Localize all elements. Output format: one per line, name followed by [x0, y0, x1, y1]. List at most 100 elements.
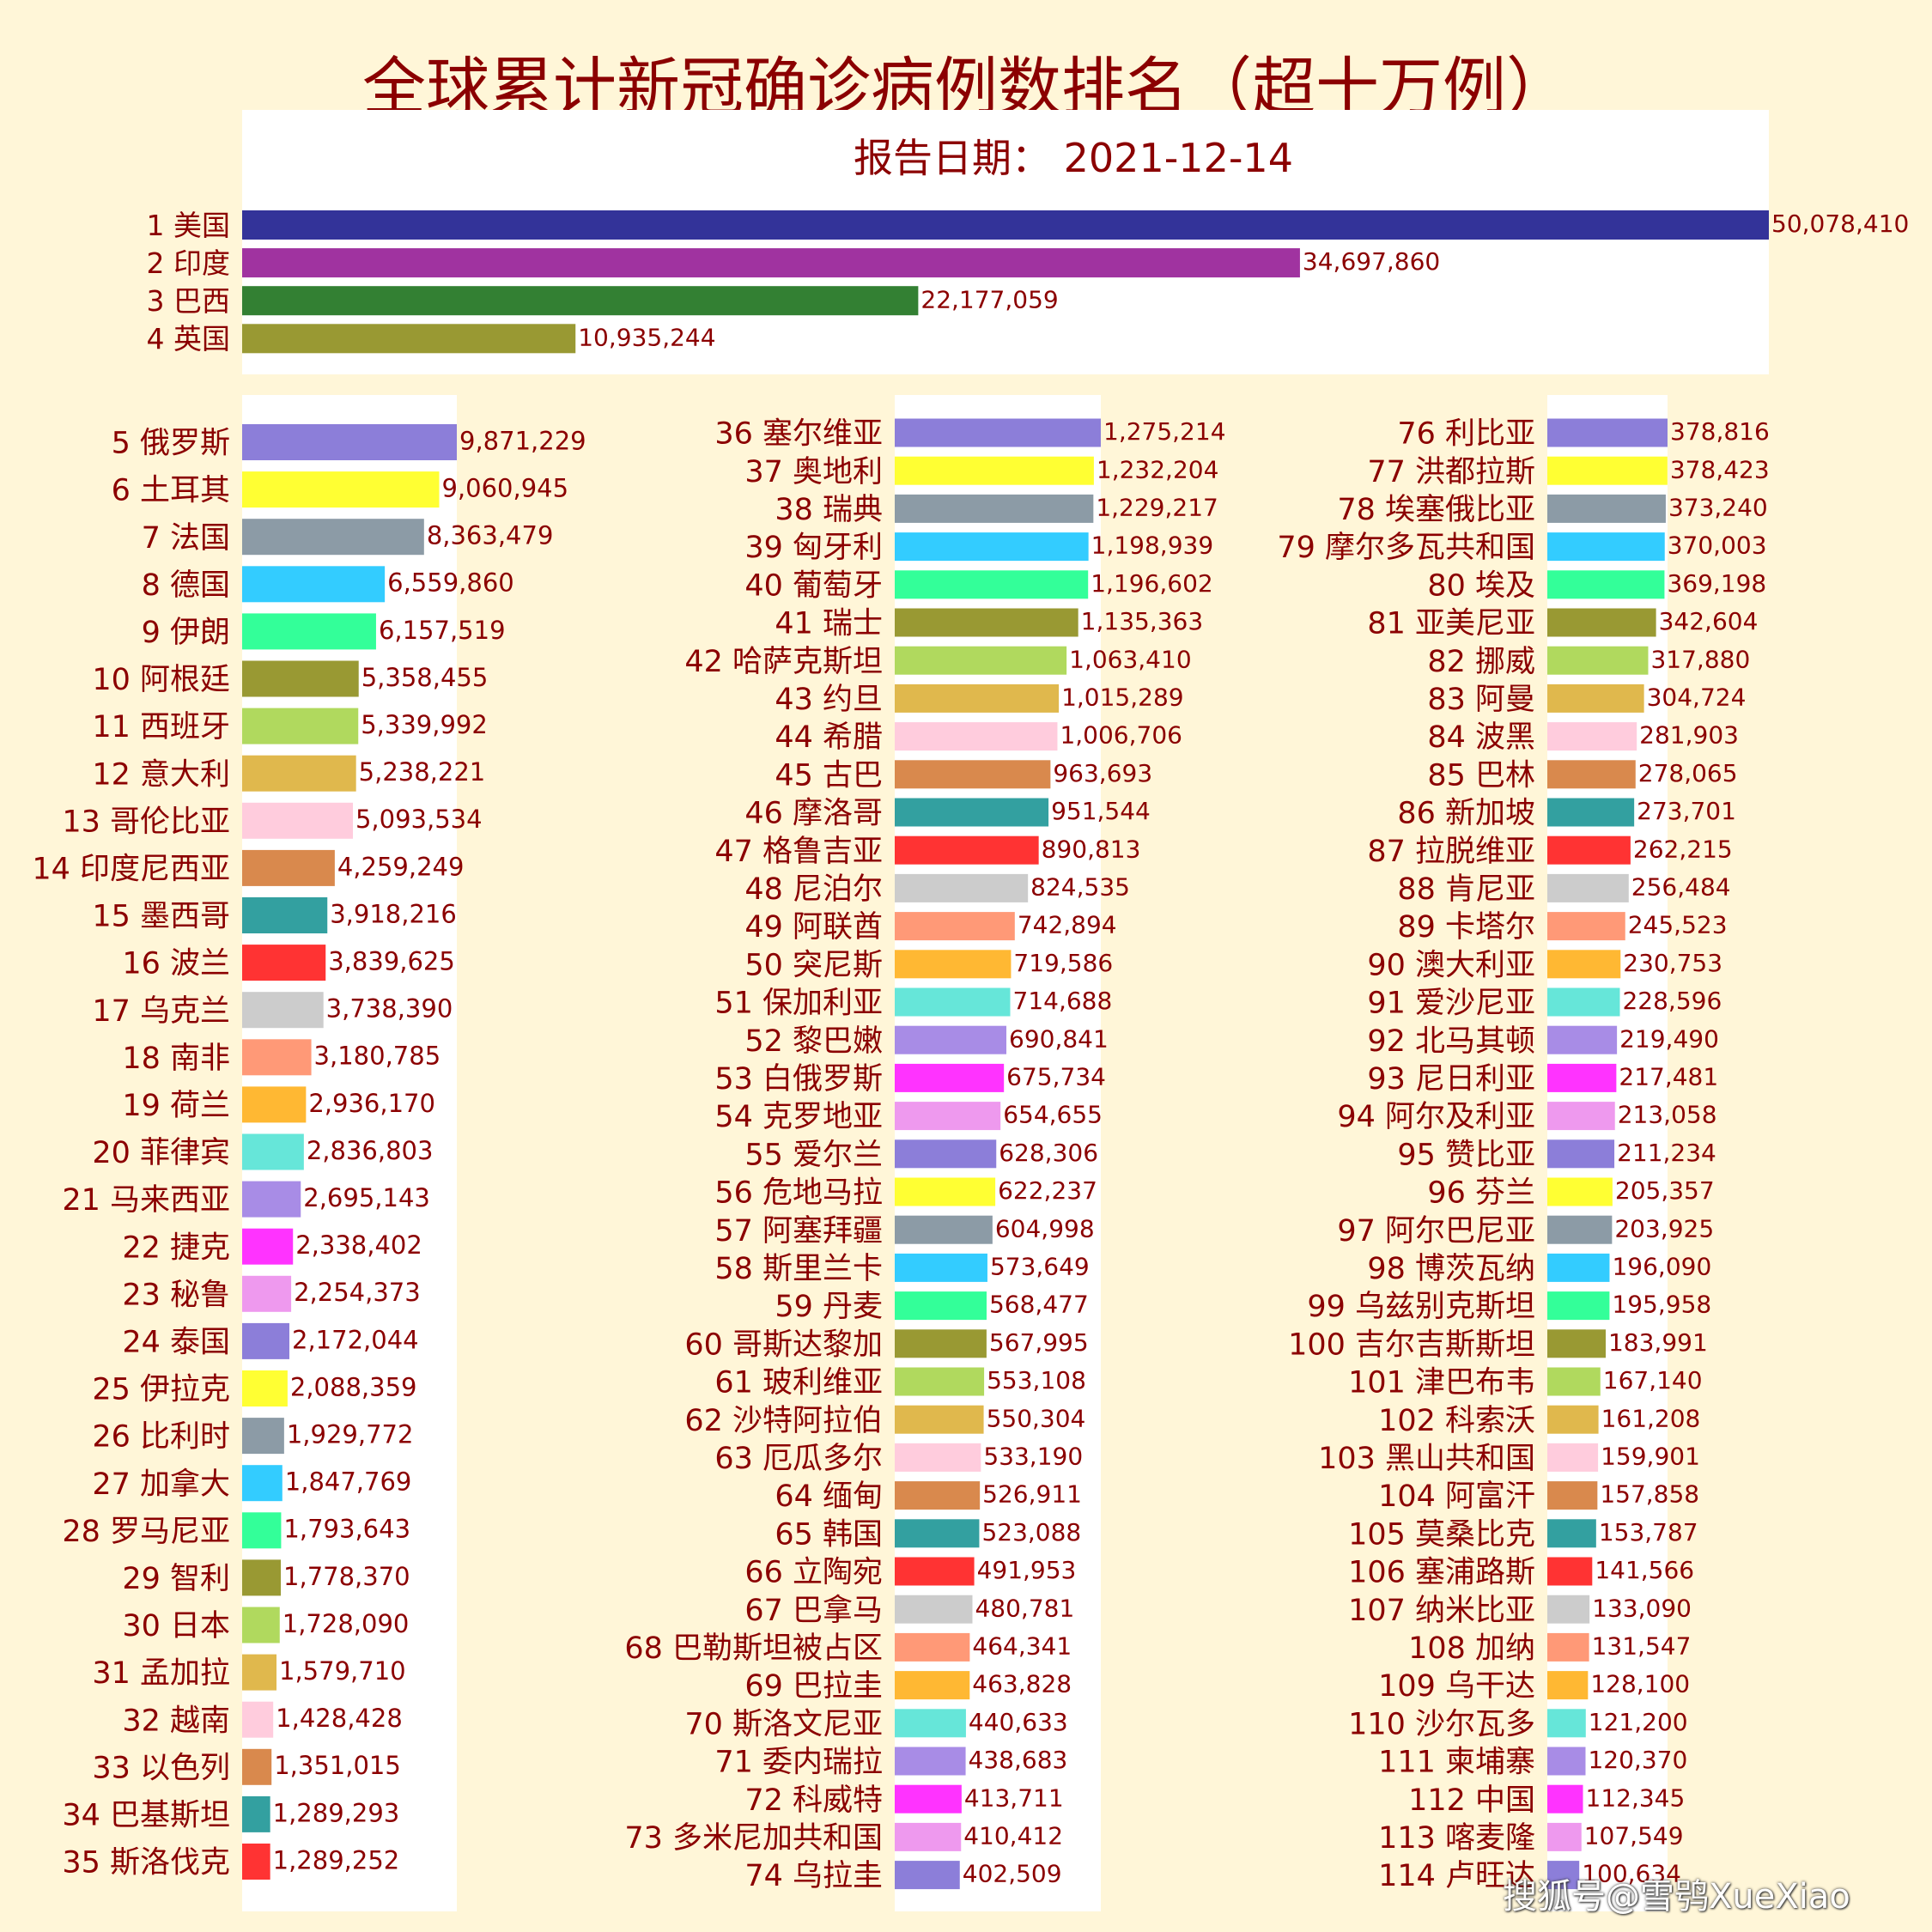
data-label: 714,688 — [1013, 987, 1113, 1015]
bar — [895, 1709, 966, 1738]
data-label: 183,991 — [1608, 1328, 1708, 1357]
data-label: 262,215 — [1633, 835, 1733, 863]
category-label: 86 新加坡 — [1397, 797, 1535, 831]
bar — [1547, 1481, 1598, 1510]
data-label: 112,345 — [1586, 1783, 1686, 1812]
data-label: 3,839,625 — [328, 947, 455, 976]
data-label: 8,363,479 — [427, 521, 554, 550]
category-label: 33 以色列 — [92, 1751, 230, 1785]
bar — [1547, 760, 1636, 789]
category-label: 83 阿曼 — [1427, 683, 1535, 717]
data-label: 6,157,519 — [379, 616, 506, 645]
data-label: 34,697,860 — [1303, 247, 1440, 276]
category-label: 76 利比亚 — [1397, 417, 1535, 452]
data-label: 3,738,390 — [326, 994, 453, 1024]
bar — [1547, 608, 1656, 637]
category-label: 81 亚美尼亚 — [1367, 607, 1535, 641]
data-label: 553,108 — [987, 1366, 1086, 1394]
data-label: 1,229,217 — [1096, 493, 1218, 521]
category-label: 13 哥伦比亚 — [62, 805, 230, 839]
category-label: 3 巴西 — [147, 284, 231, 318]
category-label: 23 秘鲁 — [122, 1278, 230, 1312]
bar — [1547, 1671, 1589, 1700]
data-label: 533,190 — [983, 1442, 1083, 1470]
bar — [242, 1465, 283, 1502]
data-label: 153,787 — [1599, 1518, 1698, 1546]
data-label: 463,828 — [972, 1670, 1072, 1698]
data-label: 719,586 — [1013, 949, 1113, 977]
category-label: 65 韩国 — [775, 1517, 883, 1552]
data-label: 213,058 — [1618, 1101, 1717, 1129]
bar — [895, 456, 1094, 485]
category-label: 22 捷克 — [122, 1230, 230, 1265]
category-label: 112 中国 — [1408, 1783, 1535, 1818]
bar — [895, 1215, 993, 1244]
category-label: 95 赞比亚 — [1397, 1138, 1535, 1172]
bar — [1547, 873, 1629, 902]
bar — [242, 660, 359, 697]
data-label: 167,140 — [1603, 1366, 1703, 1394]
data-label: 211,234 — [1617, 1139, 1716, 1167]
bar — [895, 760, 1051, 789]
bar — [895, 722, 1058, 751]
data-label: 963,693 — [1053, 759, 1152, 787]
data-label: 1,232,204 — [1097, 455, 1219, 483]
bar — [1547, 1443, 1599, 1472]
category-label: 8 德国 — [142, 568, 230, 603]
bar — [1547, 456, 1668, 485]
category-label: 39 匈牙利 — [744, 531, 883, 565]
category-label: 88 肯尼亚 — [1397, 872, 1535, 907]
bar — [895, 1443, 981, 1472]
bar — [1547, 1747, 1586, 1776]
data-label: 141,566 — [1595, 1556, 1694, 1584]
category-label: 43 约旦 — [775, 683, 883, 717]
category-label: 31 孟加拉 — [92, 1656, 230, 1691]
data-label: 219,490 — [1619, 1024, 1719, 1053]
category-label: 25 伊拉克 — [92, 1373, 230, 1407]
bar — [895, 646, 1067, 675]
data-label: 10,935,244 — [578, 323, 715, 351]
category-label: 32 越南 — [122, 1704, 230, 1738]
bar — [1547, 1405, 1599, 1434]
category-label: 6 土耳其 — [112, 474, 230, 508]
bar — [895, 798, 1049, 827]
data-label: 413,711 — [964, 1783, 1064, 1812]
bar — [895, 683, 1060, 713]
data-label: 1,275,214 — [1103, 417, 1226, 446]
bar — [895, 418, 1101, 447]
category-label: 12 意大利 — [92, 757, 230, 792]
bar — [1547, 1102, 1615, 1131]
category-label: 29 智利 — [122, 1562, 230, 1596]
data-label: 890,813 — [1042, 835, 1141, 863]
bar — [1547, 494, 1666, 523]
data-label: 1,728,090 — [283, 1609, 410, 1638]
category-label: 73 多米尼加共和国 — [624, 1821, 883, 1856]
bar — [242, 1795, 270, 1832]
bar — [895, 608, 1078, 637]
category-label: 57 阿塞拜疆 — [714, 1214, 883, 1249]
bar — [1547, 1063, 1617, 1092]
data-label: 256,484 — [1631, 872, 1731, 901]
bar — [1547, 950, 1621, 979]
category-label: 28 罗马尼亚 — [62, 1515, 230, 1549]
data-label: 107,549 — [1584, 1821, 1684, 1850]
data-label: 342,604 — [1659, 607, 1759, 635]
data-label: 550,304 — [987, 1404, 1086, 1432]
category-label: 30 日本 — [122, 1609, 230, 1643]
bar — [242, 1844, 270, 1880]
data-label: 2,695,143 — [303, 1183, 430, 1212]
category-label: 67 巴拿马 — [744, 1594, 883, 1628]
bar — [1547, 987, 1620, 1017]
category-label: 37 奥地利 — [744, 455, 883, 489]
data-label: 1,351,015 — [274, 1751, 401, 1780]
data-label: 6,559,860 — [387, 568, 514, 598]
bar — [242, 519, 424, 556]
data-label: 1,929,772 — [287, 1420, 414, 1449]
category-label: 41 瑞士 — [775, 607, 883, 641]
data-label: 159,901 — [1601, 1442, 1700, 1470]
category-label: 58 斯里兰卡 — [714, 1252, 883, 1286]
category-label: 24 泰国 — [122, 1326, 230, 1360]
category-label: 90 澳大利亚 — [1367, 948, 1535, 982]
category-label: 71 委内瑞拉 — [714, 1746, 883, 1780]
category-label: 98 博茨瓦纳 — [1367, 1252, 1535, 1286]
